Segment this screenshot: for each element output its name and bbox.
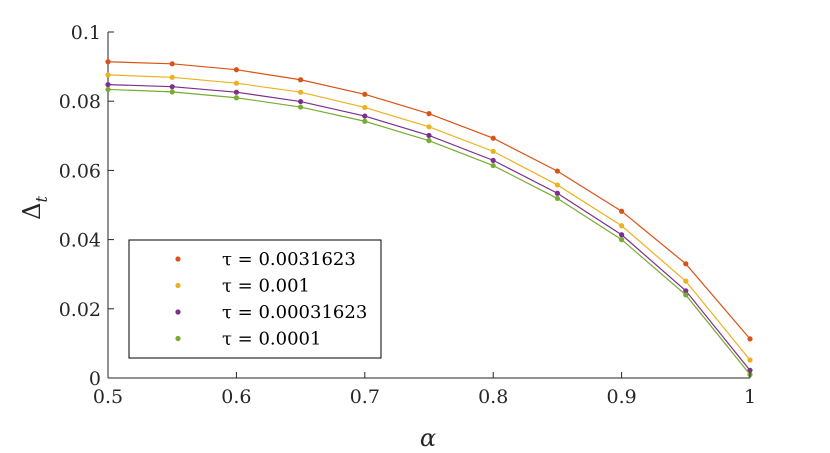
legend-box — [128, 239, 382, 359]
data-point — [105, 72, 111, 78]
legend: τ = 0.0031623 τ = 0.001 τ = 0.00031623 τ = … — [128, 239, 382, 359]
data-point — [619, 223, 625, 229]
data-point — [362, 91, 368, 97]
legend-marker — [175, 256, 181, 262]
data-point — [554, 195, 561, 202]
y-tick-label: 0.04 — [59, 230, 101, 252]
data-point — [362, 104, 368, 111]
legend-marker — [175, 282, 181, 289]
x-axis-label: α — [420, 424, 436, 452]
data-point — [233, 80, 239, 86]
data-point — [554, 168, 561, 174]
data-point — [619, 237, 625, 243]
legend-item: τ = 0.0001 — [175, 329, 321, 350]
data-point — [298, 77, 304, 83]
data-point — [554, 182, 561, 188]
data-point — [426, 111, 432, 117]
x-tick-label: 0.9 — [606, 386, 636, 408]
series-2 — [105, 72, 753, 363]
legend-label: τ = 0.0001 — [222, 329, 321, 350]
legend-label: τ = 0.001 — [222, 276, 310, 297]
ticks-layer: 0.5 0.6 0.7 0.8 0.9 1 0 0.02 0.04 0.06 0.08 0.1 — [59, 22, 756, 408]
data-point — [169, 74, 175, 80]
data-point — [619, 208, 625, 214]
data-point — [490, 135, 496, 141]
data-point — [362, 113, 368, 119]
legend-marker — [175, 309, 181, 315]
data-point — [683, 292, 689, 298]
y-tick-label: 0.08 — [59, 91, 101, 113]
data-point — [683, 288, 689, 294]
data-point — [490, 157, 496, 163]
legend-item: τ = 0.00031623 — [175, 302, 367, 323]
y-tick-label: 0 — [89, 368, 101, 390]
x-tick-label: 0.5 — [93, 386, 123, 408]
y-tick-label: 0.06 — [59, 160, 101, 182]
y-axis-label-main: Δ — [18, 203, 46, 220]
data-point — [298, 89, 304, 95]
data-point — [490, 148, 496, 154]
legend-label: τ = 0.00031623 — [222, 302, 367, 323]
legend-label: τ = 0.0031623 — [222, 249, 356, 270]
data-point — [747, 336, 753, 342]
data-point — [426, 132, 432, 139]
data-point — [683, 261, 689, 267]
data-point — [747, 357, 753, 363]
data-point — [619, 232, 625, 238]
x-tick-label: 0.7 — [350, 386, 380, 408]
legend-item: τ = 0.001 — [175, 276, 310, 297]
data-point — [426, 124, 432, 130]
x-tick-label: 1 — [744, 386, 756, 408]
data-point — [105, 86, 111, 93]
data-point — [298, 104, 304, 110]
series-1 — [105, 59, 753, 342]
x-tick-label: 0.8 — [478, 386, 508, 408]
data-point — [426, 138, 432, 144]
data-point — [362, 118, 368, 124]
y-tick-label: 0.1 — [71, 22, 101, 44]
data-point — [683, 278, 689, 284]
series-3 — [105, 81, 753, 373]
data-point — [169, 84, 175, 90]
data-point — [233, 89, 239, 95]
legend-item: τ = 0.0031623 — [175, 249, 356, 270]
legend-marker — [175, 335, 181, 342]
data-point — [490, 162, 496, 169]
x-tick-label: 0.6 — [221, 386, 251, 408]
data-point — [554, 190, 561, 196]
data-point — [233, 95, 239, 101]
data-point — [298, 98, 304, 105]
y-tick-label: 0.02 — [59, 299, 101, 321]
data-point — [747, 367, 753, 373]
y-axis-label: Δt — [18, 196, 51, 220]
data-point — [233, 67, 239, 73]
data-point — [169, 61, 175, 67]
y-axis-label-subscript: t — [32, 196, 51, 203]
data-point — [105, 59, 111, 65]
series-layer — [105, 59, 753, 378]
data-point — [169, 89, 175, 95]
series-4 — [105, 86, 753, 378]
data-point — [105, 81, 111, 88]
